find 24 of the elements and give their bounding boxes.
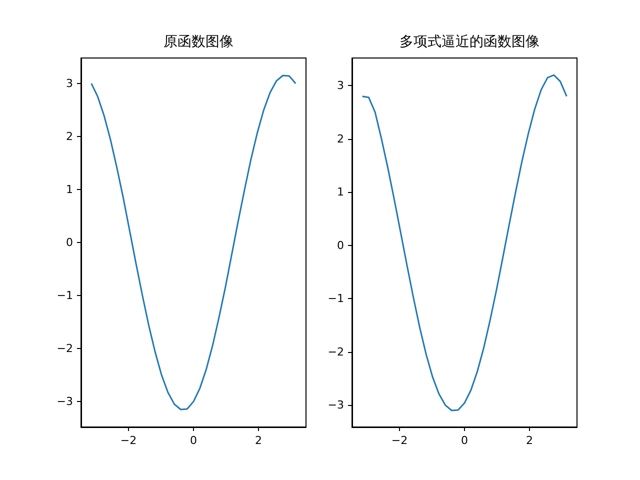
y-tick-label: −2 [56,342,73,356]
y-tick-label: −3 [56,395,73,408]
y-tick-label: −3 [328,398,344,412]
line-series [362,74,568,412]
y-tick-label: 0 [337,238,344,252]
chart-title: 多项式逼近的函数图像 [400,34,540,50]
y-tick-label: 2 [66,130,73,143]
y-tick-label: 3 [66,76,73,90]
x-tick-label: 2 [526,434,534,447]
y-tick-label: −1 [56,289,73,302]
y-tick-label: 1 [66,182,73,196]
x-tick-label: 2 [255,434,262,447]
chart-title: 原函数图像 [164,34,234,50]
x-tick-label: −2 [391,434,408,447]
line-series [90,74,296,410]
x-tick-label: 0 [461,434,468,447]
x-tick-label: −2 [120,434,137,447]
y-tick-label: −1 [328,292,344,306]
y-tick-label: 2 [337,132,344,146]
y-tick-label: 1 [337,186,344,199]
y-tick-label: 0 [66,236,73,249]
x-tick-label: 0 [190,434,197,447]
y-tick-label: −2 [328,345,344,358]
y-tick-label: 3 [337,79,344,92]
